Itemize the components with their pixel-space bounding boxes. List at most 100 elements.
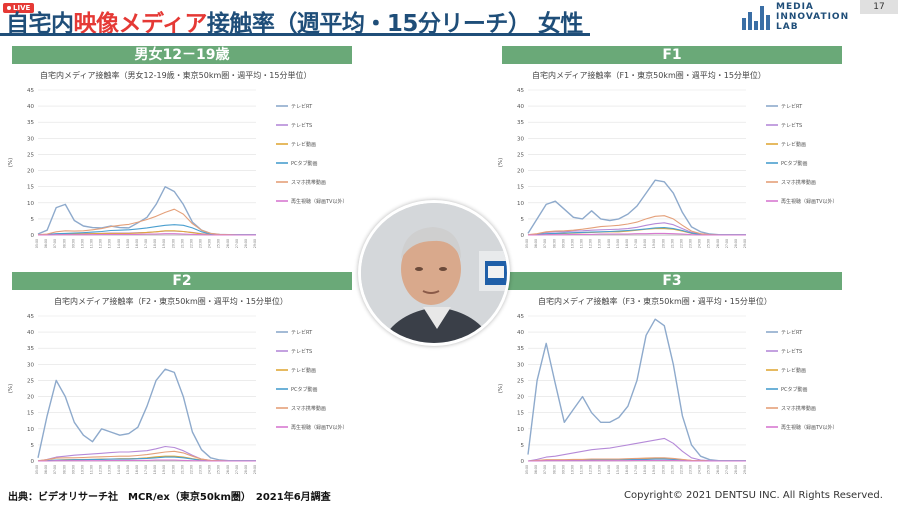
x-tick-label: 19:00 <box>652 465 656 474</box>
x-tick-label: 10:00 <box>570 465 574 474</box>
x-tick-label: 27:00 <box>235 465 239 474</box>
x-tick-label: 19:00 <box>162 465 166 474</box>
chart-header-f2: F2 <box>12 272 352 290</box>
y-tick-label: 0 <box>521 459 525 465</box>
x-tick-label: 16:00 <box>625 465 629 474</box>
legend-label: テレビTS <box>291 348 312 355</box>
legend-label: テレビRT <box>291 329 313 336</box>
series-line-0 <box>527 318 746 462</box>
x-tick-label: 09:00 <box>561 239 565 248</box>
x-tick-label: 15:00 <box>126 465 130 474</box>
x-tick-label: 25:00 <box>217 239 221 248</box>
x-tick-label: 26:00 <box>226 465 230 474</box>
legend-label: スマホ携帯動画 <box>291 405 326 412</box>
x-tick-label: 13:00 <box>108 465 112 474</box>
x-tick-label: 20:00 <box>171 465 175 474</box>
legend-label: スマホ携帯動画 <box>291 179 326 186</box>
x-tick-label: 09:00 <box>561 465 565 474</box>
x-tick-label: 24:00 <box>208 465 212 474</box>
title-underline <box>0 33 590 36</box>
y-tick-label: 25 <box>27 152 34 158</box>
y-tick-label: 25 <box>27 378 34 384</box>
y-tick-label: 30 <box>517 362 524 368</box>
speaker-video-icon <box>361 203 507 343</box>
x-tick-label: 23:00 <box>199 465 203 474</box>
legend-label: PCタブ動画 <box>291 160 318 167</box>
x-tick-label: 11:00 <box>90 239 94 248</box>
y-tick-label: 5 <box>31 443 35 449</box>
chart-header-f1: F1 <box>502 46 842 64</box>
legend-label: テレビRT <box>291 103 313 110</box>
line-chart-teens: 0 5 10 15 20 25 30 35 40 45 (%) 05:00 06:00 07:00 08:0… <box>8 88 347 248</box>
x-tick-label: 19:00 <box>652 239 656 248</box>
y-tick-label: 40 <box>517 104 524 110</box>
x-tick-label: 10:00 <box>80 239 84 248</box>
x-tick-label: 06:00 <box>534 239 538 248</box>
x-tick-label: 07:00 <box>543 465 547 474</box>
y-tick-label: 35 <box>517 120 524 126</box>
chart-title-teens: 自宅内メディア接触率（男女12-19歳・東京50km圏・週平均・15分単位） <box>40 71 312 80</box>
legend-label: スマホ携帯動画 <box>781 405 816 412</box>
series-line-0 <box>527 179 746 236</box>
x-tick-label: 15:00 <box>126 239 130 248</box>
legend-label: テレビ動画 <box>291 367 316 374</box>
legend-label: スマホ携帯動画 <box>781 179 816 186</box>
title-highlight: 映像メディア <box>73 11 208 37</box>
y-tick-label: 0 <box>31 233 35 239</box>
x-tick-label: 29:00 <box>253 239 257 248</box>
x-tick-label: 07:00 <box>543 239 547 248</box>
legend-label: テレビ動画 <box>781 367 806 374</box>
x-tick-label: 23:00 <box>199 239 203 248</box>
chart-title-f1: 自宅内メディア接触率（F1・東京50km圏・週平均・15分単位） <box>532 71 766 80</box>
y-tick-label: 45 <box>27 314 34 320</box>
x-tick-label: 26:00 <box>716 239 720 248</box>
x-tick-label: 21:00 <box>670 239 674 248</box>
x-tick-label: 27:00 <box>235 239 239 248</box>
legend-label: テレビ動画 <box>781 141 806 148</box>
x-tick-label: 05:00 <box>35 465 39 474</box>
y-tick-label: 0 <box>521 233 525 239</box>
y-tick-label: 15 <box>517 411 524 417</box>
y-tick-label: 5 <box>521 443 525 449</box>
y-tick-label: 5 <box>521 217 525 223</box>
x-tick-label: 14:00 <box>117 239 121 248</box>
x-tick-label: 16:00 <box>625 239 629 248</box>
x-tick-label: 28:00 <box>244 465 248 474</box>
x-tick-label: 12:00 <box>99 465 103 474</box>
x-tick-label: 14:00 <box>607 465 611 474</box>
line-chart-f3: 0 5 10 15 20 25 30 35 40 45 (%) 05:00 06:00 07:00 08:0… <box>498 314 837 474</box>
x-tick-label: 06:00 <box>534 465 538 474</box>
x-tick-label: 24:00 <box>698 239 702 248</box>
series-line-5 <box>38 233 256 236</box>
chart-header-teens: 男女12－19歳 <box>12 46 352 64</box>
x-tick-label: 21:00 <box>180 239 184 248</box>
y-tick-label: 30 <box>27 362 34 368</box>
x-tick-label: 18:00 <box>153 465 157 474</box>
x-tick-label: 12:00 <box>589 239 593 248</box>
x-tick-label: 11:00 <box>580 465 584 474</box>
y-tick-label: 45 <box>517 88 524 94</box>
x-tick-label: 16:00 <box>135 239 139 248</box>
x-tick-label: 05:00 <box>525 239 529 248</box>
legend-label: テレビTS <box>291 122 312 129</box>
y-tick-label: 15 <box>27 411 34 417</box>
series-line-5 <box>38 459 256 462</box>
y-tick-label: 45 <box>27 88 34 94</box>
x-tick-label: 18:00 <box>153 239 157 248</box>
logo-text: MEDIA INNOVATION LAB <box>776 2 850 32</box>
x-tick-label: 21:00 <box>670 465 674 474</box>
y-tick-label: 5 <box>31 217 35 223</box>
x-tick-label: 17:00 <box>144 465 148 474</box>
legend-label: PCタブ動画 <box>781 386 808 393</box>
x-tick-label: 28:00 <box>734 239 738 248</box>
x-tick-label: 20:00 <box>661 465 665 474</box>
x-tick-label: 27:00 <box>725 239 729 248</box>
chart-header-f3: F3 <box>502 272 842 290</box>
x-tick-label: 09:00 <box>71 465 75 474</box>
series-line-0 <box>37 368 256 462</box>
webcam-video[interactable] <box>358 200 510 346</box>
chart-title-f3: 自宅内メディア接触率（F3・東京50km圏・週平均・15分単位） <box>538 297 772 306</box>
y-tick-label: 40 <box>27 104 34 110</box>
x-tick-label: 22:00 <box>679 465 683 474</box>
legend-label: テレビ動画 <box>291 141 316 148</box>
